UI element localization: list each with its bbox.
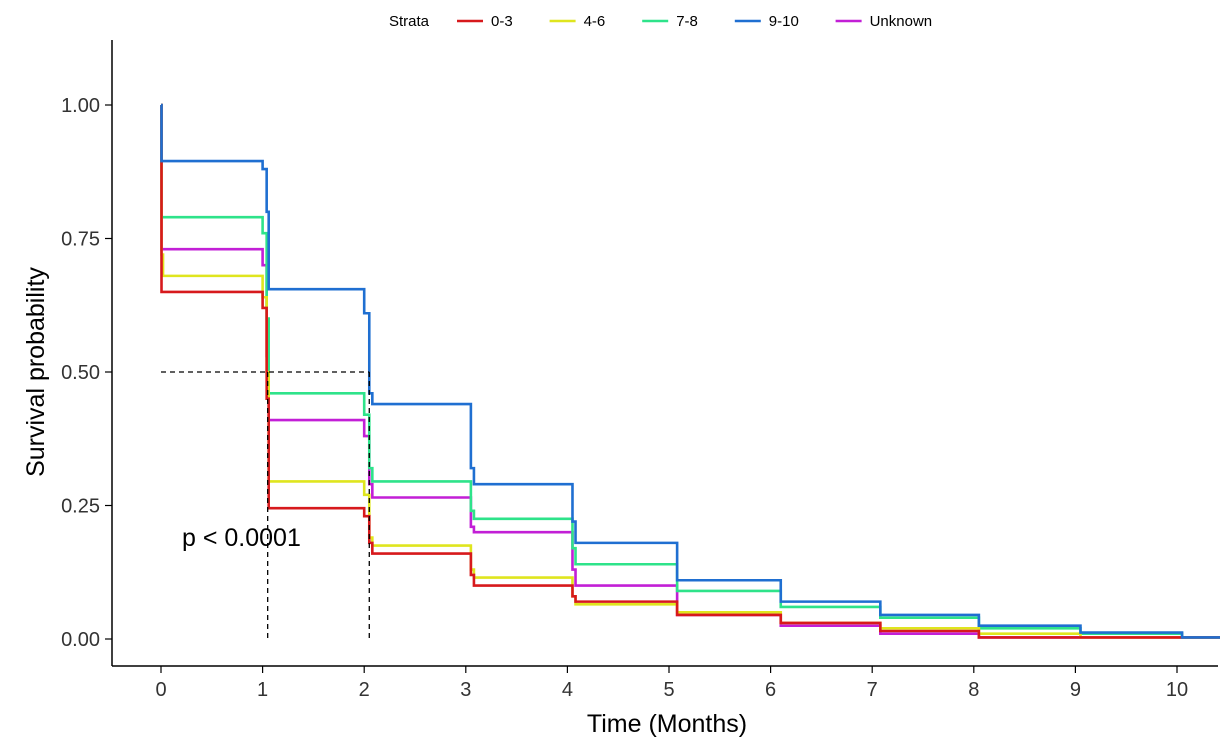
x-tick-label: 5: [663, 679, 674, 701]
y-tick-label: 1.00: [61, 95, 100, 117]
x-tick-label: 0: [155, 679, 166, 701]
legend-title: Strata: [389, 13, 430, 30]
median-reference-lines: [161, 371, 370, 639]
series-line-0-3: [160, 103, 1220, 639]
series-line-unknown: [160, 103, 1220, 639]
plot-area: [160, 103, 1220, 639]
y-tick-label: 0.00: [61, 629, 100, 651]
x-tick-label: 3: [460, 679, 471, 701]
x-tick-label: 7: [867, 679, 878, 701]
x-ticks: 0 1 2 3 4 5 6 7 8 9 10: [155, 666, 1188, 701]
series-line-7-8: [160, 103, 1220, 639]
legend-label-7-8: 7-8: [676, 13, 698, 30]
series-line-4-6: [160, 103, 1220, 639]
x-tick-label: 10: [1166, 679, 1188, 701]
series-line-9-10: [160, 103, 1220, 639]
x-tick-label: 1: [257, 679, 268, 701]
legend: Strata 0-3 4-6 7-8 9-10 Unknown: [389, 13, 932, 30]
x-tick-label: 9: [1070, 679, 1081, 701]
legend-label-9-10: 9-10: [769, 13, 799, 30]
y-tick-label: 0.75: [61, 229, 100, 251]
x-tick-label: 6: [765, 679, 776, 701]
x-tick-label: 2: [359, 679, 370, 701]
axes: [111, 40, 1218, 667]
y-tick-label: 0.25: [61, 496, 100, 518]
legend-label-0-3: 0-3: [491, 13, 513, 30]
y-axis-title: Survival probability: [22, 267, 50, 477]
y-tick-label: 0.50: [61, 362, 100, 384]
legend-label-unknown: Unknown: [870, 13, 933, 30]
p-value-annotation: p < 0.0001: [182, 524, 301, 552]
x-tick-label: 8: [968, 679, 979, 701]
x-axis-title: Time (Months): [587, 710, 747, 738]
legend-label-4-6: 4-6: [584, 13, 606, 30]
y-ticks: 0.00 0.25 0.50 0.75 1.00: [61, 95, 112, 651]
x-tick-label: 4: [562, 679, 573, 701]
